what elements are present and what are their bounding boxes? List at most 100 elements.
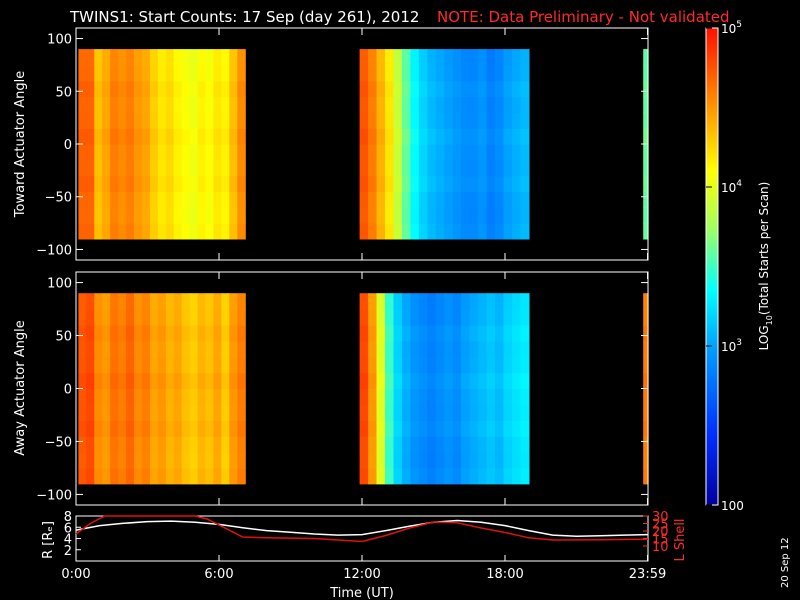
toward-cell-1-10-0 — [444, 223, 454, 240]
away-cell-1-12-3 — [461, 420, 471, 437]
toward-cell-2-0-9 — [643, 80, 649, 98]
toward-cell-0-8-9 — [141, 80, 151, 98]
toward-cell-1-2-4 — [376, 159, 386, 177]
away-cell-1-7-6 — [418, 372, 428, 390]
away-cell-1-8-1 — [427, 452, 437, 469]
away-cell-1-19-3 — [520, 420, 530, 437]
toward-cell-1-17-6 — [503, 128, 513, 145]
away-cell-0-2-3 — [94, 420, 103, 437]
away-cell-0-10-8 — [157, 340, 167, 358]
toward-cell-0-6-0 — [126, 223, 135, 240]
toward-cell-1-7-1 — [418, 207, 428, 224]
toward-cell-1-9-6 — [435, 128, 445, 145]
toward-cell-0-10-5 — [157, 144, 167, 161]
toward-cell-0-18-6 — [221, 128, 230, 145]
away-cell-0-19-2 — [229, 436, 238, 453]
toward-cell-1-8-7 — [427, 112, 437, 129]
away-cell-1-11-11 — [452, 293, 462, 310]
toward-cell-0-3-11 — [102, 49, 111, 66]
away-cell-1-19-11 — [520, 293, 530, 310]
toward-cell-0-13-8 — [181, 96, 191, 113]
toward-cell-1-6-7 — [410, 112, 420, 129]
toward-cell-0-7-10 — [134, 64, 143, 82]
r-ytick-label: 6 — [64, 521, 72, 536]
away-cell-1-19-5 — [520, 388, 530, 405]
away-cell-1-7-3 — [418, 420, 428, 437]
away-cell-1-7-10 — [418, 309, 428, 326]
away-cell-1-18-1 — [511, 452, 521, 469]
toward-cell-1-16-3 — [495, 175, 505, 192]
away-cell-1-16-10 — [495, 309, 505, 326]
toward-cell-1-15-11 — [486, 49, 496, 66]
toward-cell-0-9-1 — [149, 207, 159, 224]
away-cell-0-12-8 — [173, 340, 183, 358]
toward-cell-0-18-4 — [221, 159, 230, 177]
toward-cell-0-17-4 — [213, 159, 222, 177]
toward-cell-0-19-1 — [229, 207, 238, 224]
away-cell-0-12-5 — [173, 388, 183, 405]
away-cell-0-2-1 — [94, 452, 103, 469]
away-cell-0-12-6 — [173, 372, 183, 390]
away-cell-0-15-5 — [197, 388, 207, 405]
toward-cell-0-20-11 — [237, 49, 246, 66]
away-cell-1-16-7 — [495, 356, 505, 374]
toward-cell-0-11-7 — [165, 112, 175, 129]
toward-cell-1-2-5 — [376, 144, 386, 161]
away-cell-0-13-1 — [181, 452, 191, 469]
away-cell-0-4-4 — [110, 404, 119, 421]
away-cell-0-19-10 — [229, 309, 238, 326]
away-cell-0-3-8 — [102, 340, 111, 358]
away-cell-0-13-7 — [181, 356, 191, 374]
away-cell-1-18-2 — [511, 436, 521, 453]
toward-cell-1-6-9 — [410, 80, 420, 98]
toward-cell-0-0-4 — [78, 159, 87, 177]
away-cell-0-9-8 — [149, 340, 159, 358]
away-cell-0-3-9 — [102, 325, 111, 342]
away-cell-1-17-1 — [503, 452, 513, 469]
away-cell-1-0-0 — [359, 467, 369, 485]
away-cell-0-0-7 — [78, 356, 87, 374]
toward-cell-0-18-2 — [221, 191, 230, 208]
toward-cell-1-6-11 — [410, 49, 420, 66]
away-cell-1-17-6 — [503, 372, 513, 390]
toward-cell-0-16-6 — [205, 128, 214, 145]
away-cell-1-18-9 — [511, 325, 521, 342]
toward-cell-1-5-5 — [401, 144, 411, 161]
r-ytick-label: 8 — [64, 510, 72, 525]
toward-cell-1-6-5 — [410, 144, 420, 161]
away-cell-0-17-5 — [213, 388, 222, 405]
toward-cell-0-8-6 — [141, 128, 151, 145]
away-cell-0-3-1 — [102, 452, 111, 469]
away-cell-1-8-5 — [427, 388, 437, 405]
toward-cell-0-0-7 — [78, 112, 87, 129]
toward-cell-0-19-6 — [229, 128, 238, 145]
time-xtick-label: 0:00 — [61, 567, 90, 582]
toward-cell-0-7-6 — [134, 128, 143, 145]
time-xtick-label: 6:00 — [204, 567, 233, 582]
toward-cell-1-7-6 — [418, 128, 428, 145]
away-cell-0-20-0 — [237, 467, 246, 485]
away-cell-1-2-1 — [376, 452, 386, 469]
toward-cell-0-2-8 — [94, 96, 103, 113]
toward-cell-0-16-9 — [205, 80, 214, 98]
toward-cell-0-16-3 — [205, 175, 214, 192]
away-cell-0-3-10 — [102, 309, 111, 326]
toward-cell-1-6-2 — [410, 191, 420, 208]
r-ytick-label: 2 — [64, 544, 72, 559]
away-cell-0-6-3 — [126, 420, 135, 437]
toward-cell-1-12-9 — [461, 80, 471, 98]
toward-cell-0-4-10 — [110, 64, 119, 82]
toward-cell-0-17-3 — [213, 175, 222, 192]
away-cell-1-4-9 — [393, 325, 403, 342]
toward-cell-0-15-6 — [197, 128, 207, 145]
toward-cell-1-16-8 — [495, 96, 505, 113]
toward-cell-1-11-1 — [452, 207, 462, 224]
toward-cell-0-14-0 — [189, 223, 199, 240]
away-cell-1-11-7 — [452, 356, 462, 374]
away-cell-1-18-6 — [511, 372, 521, 390]
away-cell-1-5-9 — [401, 325, 411, 342]
toward-cell-1-5-4 — [401, 159, 411, 177]
toward-cell-0-10-9 — [157, 80, 167, 98]
toward-cell-1-14-6 — [478, 128, 488, 145]
